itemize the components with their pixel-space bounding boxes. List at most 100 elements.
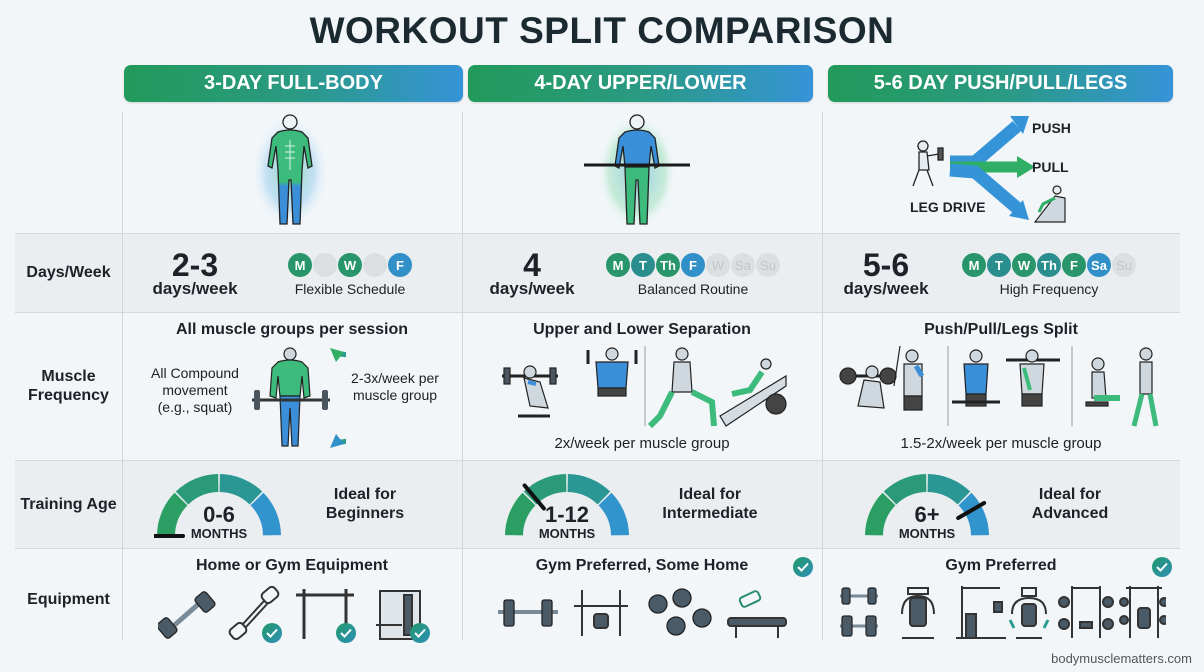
divider	[15, 548, 1180, 549]
muscle-caption-ppl: 1.5-2x/week per muscle group	[900, 435, 1102, 452]
gauge-unit: MONTHS	[538, 526, 596, 541]
day-dot: T	[631, 253, 655, 277]
exercise-figures-icon	[502, 346, 787, 429]
gauge-icon	[151, 474, 281, 538]
upper-lower-exercises	[500, 346, 790, 432]
divider	[822, 112, 823, 640]
ideal-line1: Ideal for	[678, 486, 742, 503]
days-unit: days/week	[489, 279, 575, 298]
day-dot: F	[681, 253, 705, 277]
row-label-training-age: Training Age	[20, 495, 117, 513]
gauge-unit: MONTHS	[190, 526, 248, 541]
day-dot: Th	[1037, 253, 1061, 277]
upper-lower-muscle-icon	[584, 114, 690, 230]
gauge-icon	[505, 474, 629, 536]
day-dot: M	[962, 253, 986, 277]
dumbbell-icon	[156, 591, 216, 639]
day-dot: Sa	[1087, 253, 1111, 277]
divider	[15, 312, 1180, 313]
day-dots: M T W Th F Sa Su	[938, 253, 1160, 277]
column-header-full-body: 3-DAY FULL-BODY	[124, 65, 463, 102]
day-dot: Su	[1112, 253, 1136, 277]
divider	[15, 233, 1180, 234]
column-header-upper-lower: 4-DAY UPPER/LOWER	[468, 65, 813, 102]
bench-press-rack-icon	[574, 590, 628, 636]
ppl-exercises	[836, 345, 1166, 432]
footer-credit: bodymusclematters.com	[1051, 651, 1192, 666]
divider	[122, 112, 123, 640]
divider	[462, 112, 463, 640]
day-dot: M	[606, 253, 630, 277]
dumbbell-pair-icon	[648, 588, 712, 636]
equipment-heading-upper-lower: Gym Preferred, Some Home	[535, 557, 749, 574]
ideal-line1: Ideal for	[333, 486, 397, 503]
flat-bench-icon	[727, 590, 787, 638]
chest-press-machine-icon	[901, 587, 935, 639]
row-band-days	[15, 233, 1180, 312]
row-label-equipment: Equipment	[27, 590, 110, 608]
days-count-full-body: 2-3 days/week	[140, 247, 250, 298]
smith-machine-icon	[1119, 586, 1169, 638]
full-body-figure	[240, 112, 340, 232]
gauge-icon	[865, 474, 989, 536]
days-number: 2-3	[171, 247, 219, 283]
ideal-advanced: Ideal for Advanced	[1015, 485, 1125, 523]
schedule-label: Flexible Schedule	[294, 281, 406, 297]
schedule-full-body: M W F Flexible Schedule	[270, 253, 430, 297]
day-dot: Th	[656, 253, 680, 277]
ideal-line2: Advanced	[1031, 505, 1109, 522]
days-count-ppl: 5-6 days/week	[836, 249, 936, 298]
column-header-ppl: 5-6 DAY PUSH/PULL/LEGS	[828, 65, 1173, 102]
schedule-label: High Frequency	[999, 281, 1099, 297]
push-label: PUSH	[1032, 120, 1071, 136]
pushing-person-icon	[912, 140, 944, 187]
power-rack-icon	[1058, 586, 1114, 638]
full-body-muscle-icon	[250, 114, 330, 230]
ideal-line1: Ideal for	[1038, 486, 1102, 503]
schedule-upper-lower: M T Th F W Sa Su Balanced Routine	[588, 253, 798, 297]
day-dot	[313, 253, 337, 277]
check-icon	[793, 557, 813, 577]
day-dot: W	[706, 253, 730, 277]
muscle-caption-upper-lower: 2x/week per muscle group	[554, 435, 730, 452]
dumbbell-pair-icon	[840, 587, 878, 637]
gauge-unit: MONTHS	[898, 526, 956, 541]
day-dot: Sa	[731, 253, 755, 277]
split-arrows-icon	[912, 116, 1066, 223]
day-dot: Su	[756, 253, 780, 277]
day-dot: F	[388, 253, 412, 277]
leg-press-icon	[1033, 185, 1066, 223]
day-dot: W	[338, 253, 362, 277]
gauge-value: 0-6	[203, 502, 235, 527]
day-dot: W	[1012, 253, 1036, 277]
equipment-icons-upper-lower	[496, 588, 796, 640]
gauge-value: 1-12	[544, 502, 590, 527]
day-dots: M T Th F W Sa Su	[588, 253, 798, 277]
pec-deck-machine-icon	[1008, 587, 1050, 639]
day-dot	[363, 253, 387, 277]
day-dot: F	[1062, 253, 1086, 277]
barbell-lift-icon	[252, 347, 385, 448]
days-count-upper-lower: 4 days/week	[482, 247, 582, 298]
row-label-days-week: Days/Week	[26, 264, 111, 281]
equipment-icons-full-body	[156, 585, 438, 643]
gauge-advanced: 6+ MONTHS	[862, 470, 992, 542]
schedule-ppl: M T W Th F Sa Su High Frequency	[938, 253, 1160, 297]
day-dot: T	[987, 253, 1011, 277]
equipment-heading-ppl: Gym Preferred	[945, 557, 1057, 574]
schedule-label: Balanced Routine	[637, 281, 749, 297]
days-number: 4	[523, 247, 541, 283]
compound-note: All Compound movement (e.g., squat)	[151, 365, 239, 415]
page-title: WORKOUT SPLIT COMPARISON	[309, 10, 895, 51]
exercise-figures-icon	[839, 345, 1159, 427]
muscle-heading-ppl: Push/Pull/Legs Split	[924, 321, 1078, 338]
cable-machine-icon	[956, 586, 1006, 639]
check-icon	[336, 623, 356, 643]
frequency-note: 2-3x/week per muscle group	[351, 370, 439, 403]
deadlift-figure	[246, 346, 385, 452]
equipment-heading-full-body: Home or Gym Equipment	[195, 557, 389, 574]
days-unit: days/week	[152, 279, 238, 298]
divider	[15, 460, 1180, 461]
resistance-expander-icon	[228, 585, 280, 641]
